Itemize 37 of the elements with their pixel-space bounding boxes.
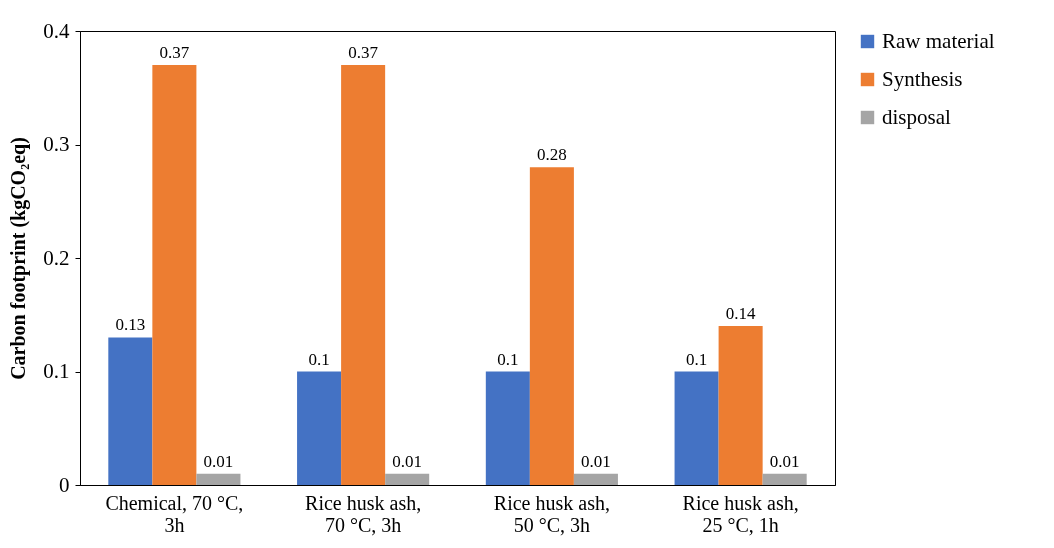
data-label: 0.14	[725, 304, 756, 324]
x-tick-label: Rice husk ash, 50 °C, 3h	[493, 491, 610, 536]
y-tick-label: 0.1	[43, 359, 70, 383]
y-tick-label: 0.3	[43, 132, 70, 156]
bar	[341, 65, 386, 485]
x-tick-label: Rice husk ash, 25 °C, 1h	[682, 491, 799, 536]
data-label: 0.13	[115, 315, 146, 335]
data-label: 0.01	[392, 451, 423, 471]
bar	[297, 371, 342, 485]
bar	[529, 167, 574, 485]
data-label: 0.1	[685, 349, 708, 369]
bar	[385, 473, 430, 485]
data-label: 0.01	[581, 451, 611, 471]
bar	[485, 371, 530, 485]
y-axis-title: Carbon footprint (kgCO₂eq)	[7, 137, 31, 380]
data-label: 0.28	[537, 145, 567, 165]
bar	[152, 65, 197, 485]
bar	[718, 326, 763, 485]
y-tick-label: 0.4	[43, 18, 70, 43]
data-label: 0.37	[159, 43, 190, 63]
legend-label: Raw material	[882, 28, 995, 53]
x-tick-label: Rice husk ash, 70 °C, 3h	[305, 491, 422, 536]
data-label: 0.01	[769, 451, 800, 471]
data-label: 0.01	[203, 451, 234, 471]
bar	[762, 473, 807, 485]
bar	[196, 473, 241, 485]
data-label: 0.37	[348, 43, 379, 63]
bar	[573, 473, 618, 485]
bar	[674, 371, 719, 485]
data-label: 0.1	[497, 349, 519, 369]
data-label: 0.1	[308, 349, 330, 369]
y-tick-label: 0	[59, 472, 70, 497]
bar	[108, 337, 153, 485]
x-tick-label: Chemical, 70 °C, 3h	[105, 491, 244, 536]
y-tick-label: 0.2	[43, 245, 70, 270]
legend-label: disposal	[882, 104, 951, 129]
legend-label: Synthesis	[882, 66, 963, 91]
